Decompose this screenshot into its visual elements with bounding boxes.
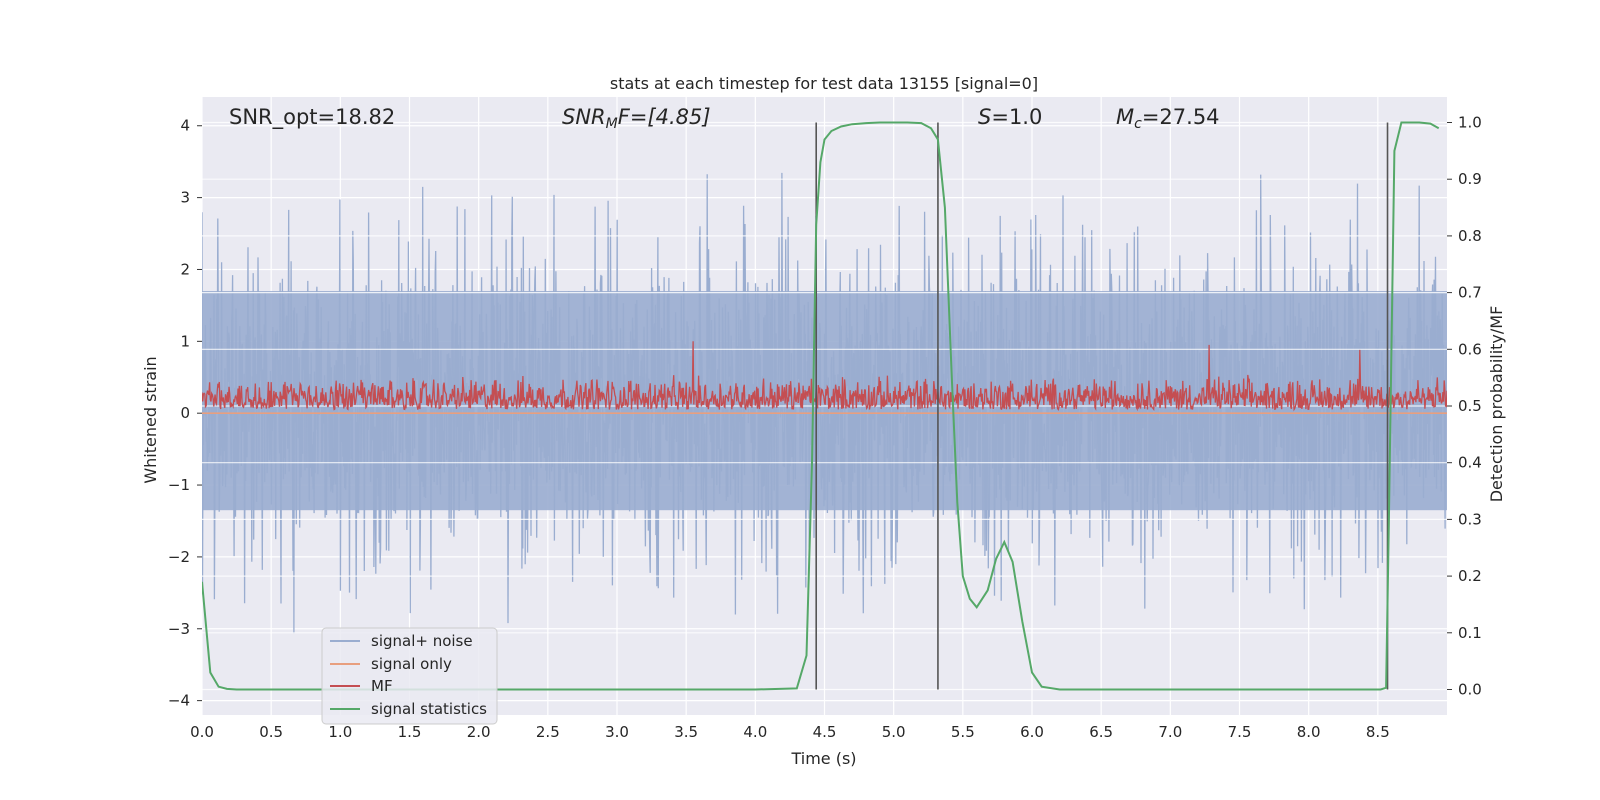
legend: signal+ noise signal only MF signal stat…: [321, 627, 498, 725]
x-tick-label: 7.5: [1228, 723, 1252, 741]
x-tick-label: 7.0: [1158, 723, 1182, 741]
x-axis-ticks: 0.0 0.5 1.0 1.5 2.0 2.5 3.0 3.5 4.0 4.5 5.0 5.5 6.0 6…: [190, 723, 1390, 741]
chart-title: stats at each timestep for test data 131…: [610, 74, 1038, 93]
snr-mf-rest: F=[4.85]: [618, 105, 711, 129]
signal-statistics-line: [202, 121, 1440, 691]
right-y-tick-label: 0.9: [1458, 170, 1482, 188]
right-y-tick-label: 0.2: [1458, 567, 1482, 585]
right-y-tick-label: 0.5: [1458, 397, 1482, 415]
x-tick-label: 4.5: [813, 723, 837, 741]
mf-line: [202, 341, 1447, 412]
snr-mf-sub: M: [606, 116, 618, 132]
left-y-tick-label: −2: [168, 548, 190, 566]
x-tick-label: 5.5: [951, 723, 975, 741]
x-tick-label: 8.5: [1366, 723, 1390, 741]
legend-label-mf: MF: [371, 677, 393, 695]
left-y-tick-label: 3: [180, 189, 190, 207]
s-main: S: [978, 105, 991, 129]
right-y-axis-label: Detection probability/MF: [1487, 306, 1506, 503]
right-y-tick-label: 0.1: [1458, 624, 1482, 642]
snr-mf-annotation: SNRMF=[4.85]: [562, 105, 711, 132]
x-tick-label: 0.5: [259, 723, 283, 741]
right-y-tick-label: 0.0: [1458, 680, 1482, 698]
mc-rest: =27.54: [1142, 105, 1220, 129]
x-tick-label: 6.5: [1089, 723, 1113, 741]
x-tick-label: 1.0: [328, 723, 352, 741]
mc-main: M: [1116, 105, 1134, 129]
right-y-tick-label: 0.8: [1458, 227, 1482, 245]
right-y-tick-label: 0.4: [1458, 454, 1482, 472]
left-y-tick-label: 0: [180, 404, 190, 422]
mc-annotation: Mc=27.54: [1116, 105, 1220, 132]
legend-label-signal-statistics: signal statistics: [371, 700, 487, 718]
right-y-tick-label: 0.6: [1458, 340, 1482, 358]
x-tick-label: 3.0: [605, 723, 629, 741]
signal-statistics-series: [202, 121, 1440, 691]
x-tick-label: 8.0: [1297, 723, 1321, 741]
left-y-axis-label: Whitened strain: [141, 356, 160, 483]
legend-label-signal-noise: signal+ noise: [371, 632, 473, 650]
left-y-tick-label: 4: [180, 117, 190, 135]
legend-label-signal-only: signal only: [371, 655, 452, 673]
legend-box: [321, 627, 498, 725]
left-y-tick-label: 1: [180, 332, 190, 350]
right-y-tick-label: 0.7: [1458, 284, 1482, 302]
x-tick-label: 3.5: [674, 723, 698, 741]
left-y-axis-ticks: −4 −3 −2 −1 0 1 2 3 4: [168, 117, 202, 710]
mf-series: [202, 341, 1447, 412]
left-y-tick-label: −3: [168, 620, 190, 638]
right-y-axis-ticks: 0.0 0.1 0.2 0.3 0.4 0.5 0.6 0.7 0.8 0.9 1.0: [1447, 114, 1482, 698]
x-tick-label: 1.5: [398, 723, 422, 741]
left-y-tick-label: −4: [168, 692, 190, 710]
signal-noise-line: [202, 172, 1447, 634]
x-tick-label: 4.0: [743, 723, 767, 741]
mc-sub: c: [1134, 116, 1142, 132]
snr-opt-annotation: SNR_opt=18.82: [229, 105, 395, 130]
x-tick-label: 5.0: [882, 723, 906, 741]
s-annotation: S=1.0: [978, 105, 1042, 129]
left-y-tick-label: −1: [168, 476, 190, 494]
x-axis-label: Time (s): [790, 749, 856, 768]
right-y-tick-label: 1.0: [1458, 114, 1482, 132]
right-y-tick-label: 0.3: [1458, 510, 1482, 528]
x-tick-label: 0.0: [190, 723, 214, 741]
s-rest: =1.0: [991, 105, 1042, 129]
left-y-tick-label: 2: [180, 260, 190, 278]
x-tick-label: 6.0: [1020, 723, 1044, 741]
x-tick-label: 2.0: [467, 723, 491, 741]
x-tick-label: 2.5: [536, 723, 560, 741]
snr-mf-main: SNR: [562, 105, 606, 129]
